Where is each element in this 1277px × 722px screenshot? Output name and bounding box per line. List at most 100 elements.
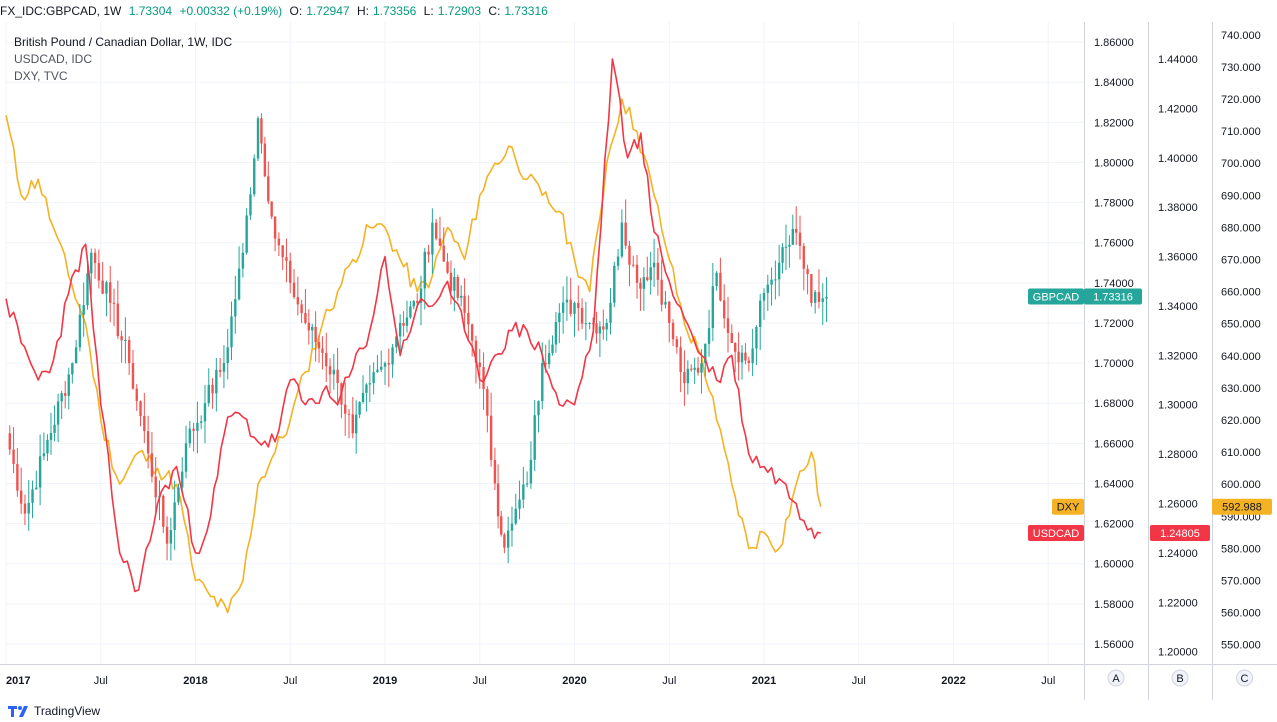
candle-body: [97, 263, 101, 281]
candle-body: [813, 292, 817, 303]
candle-body: [605, 322, 608, 330]
candle-body: [649, 267, 652, 281]
candle-body: [664, 301, 667, 305]
candle-body: [774, 279, 777, 281]
candle-body: [42, 453, 46, 457]
legend-dxy[interactable]: DXY, TVC: [14, 69, 68, 83]
candle-body: [311, 326, 314, 331]
legend-main-series[interactable]: British Pound / Canadian Dollar, 1W, IDC: [14, 35, 233, 49]
time-axis-tick-label: 2018: [183, 675, 207, 687]
series-tag-dxy: DXY: [1057, 502, 1080, 514]
price-axis-c-tick-label: 550.000: [1221, 640, 1261, 652]
price-axis-c-tick-label: 690.000: [1221, 190, 1261, 202]
candle-body: [668, 301, 671, 323]
candle-body: [646, 277, 649, 281]
price-axis-c-tick-label: 670.000: [1221, 255, 1261, 267]
candle-body: [704, 343, 707, 364]
candle-body: [554, 322, 558, 345]
candle-body: [755, 326, 758, 349]
price-axis-c-tick-label: 640.000: [1221, 351, 1261, 363]
candle-body: [806, 268, 809, 275]
candle-body: [442, 245, 445, 262]
candle-body: [693, 367, 696, 370]
price-axis-a-tick-label: 1.80000: [1094, 157, 1134, 169]
candle-body: [715, 272, 718, 287]
last-price: 1.73304: [128, 4, 173, 18]
candle-body: [434, 222, 438, 239]
candle-body: [56, 401, 60, 425]
candle-body: [222, 363, 226, 372]
candle-body: [686, 368, 690, 384]
candle-body: [470, 324, 474, 341]
candle-body: [493, 460, 497, 484]
candle-body: [196, 422, 199, 431]
series-tag-usdcad-bg: [1028, 525, 1084, 542]
candle-body: [296, 297, 300, 305]
candle-body: [391, 347, 394, 365]
candle-body: [533, 415, 536, 460]
candle-body: [328, 366, 332, 375]
time-axis-tick-label: 2022: [941, 675, 965, 687]
candle-body: [53, 424, 56, 433]
candle-body: [595, 323, 598, 334]
candle-body: [285, 257, 288, 261]
candle-body: [267, 176, 270, 202]
candle-body: [639, 282, 642, 289]
candle-body: [314, 326, 317, 343]
time-axis-tick-label: 2021: [752, 675, 776, 687]
candle-body: [463, 295, 466, 313]
symbol-name[interactable]: FX_IDC:GBPCAD, 1W: [0, 4, 122, 18]
candle-body: [184, 443, 188, 472]
candle-body: [143, 416, 146, 432]
candle-body: [226, 347, 229, 364]
candle-body: [154, 476, 157, 498]
candle-body: [802, 245, 805, 269]
series-tag-usdcad: USDCAD: [1033, 528, 1080, 540]
candle-body: [203, 403, 207, 422]
footer-brand[interactable]: TradingView: [0, 700, 100, 722]
candle-body: [300, 304, 303, 314]
time-axis-tick-label: Jul: [283, 675, 297, 687]
candle-body: [38, 456, 42, 488]
candle-body: [234, 299, 237, 317]
candle-body: [609, 302, 612, 323]
candle-body: [165, 526, 169, 544]
price-axis-a-tick-label: 1.74000: [1094, 278, 1134, 290]
candle-body: [169, 530, 173, 544]
last-price-tag-usdcad: 1.24805: [1160, 528, 1200, 540]
candle-body: [503, 534, 506, 548]
candle-body: [770, 279, 773, 285]
time-axis-tick-label: Jul: [852, 675, 866, 687]
candle-body: [427, 251, 430, 255]
candle-body: [19, 490, 23, 504]
candle-body: [584, 323, 588, 325]
candle-body: [506, 530, 510, 548]
symbol-header: FX_IDC:GBPCAD, 1W 1.73304 +0.00332 (+0.1…: [0, 0, 1277, 22]
candle-body: [518, 499, 521, 509]
candle-body: [173, 502, 176, 531]
candle-body: [398, 322, 402, 337]
candle-body: [624, 222, 627, 246]
candle-body: [116, 303, 120, 337]
candle-body: [368, 383, 372, 385]
candle-body: [16, 463, 19, 491]
price-axis-a-tick-label: 1.56000: [1094, 639, 1134, 651]
candle-body: [105, 282, 108, 294]
candle-body: [522, 484, 525, 500]
legend-usdcad[interactable]: USDCAD, IDC: [14, 52, 93, 66]
grid: [5, 22, 1084, 664]
price-axis-b-tick-label: 1.38000: [1158, 202, 1198, 214]
candle-body: [679, 347, 682, 372]
price-axis-b-tick-label: 1.24000: [1158, 548, 1198, 560]
candle-body: [766, 284, 769, 293]
candle-body: [358, 401, 361, 415]
last-price-tag-dxy: 592.988: [1222, 502, 1262, 514]
candle-body: [762, 292, 766, 301]
price-axis-c-tick-label: 650.000: [1221, 319, 1261, 331]
candle-body: [544, 363, 547, 365]
candle-body: [561, 302, 565, 313]
candle-body: [821, 298, 824, 302]
candle-body: [181, 471, 184, 488]
series-tag-gbpcad: GBPCAD: [1033, 292, 1080, 304]
